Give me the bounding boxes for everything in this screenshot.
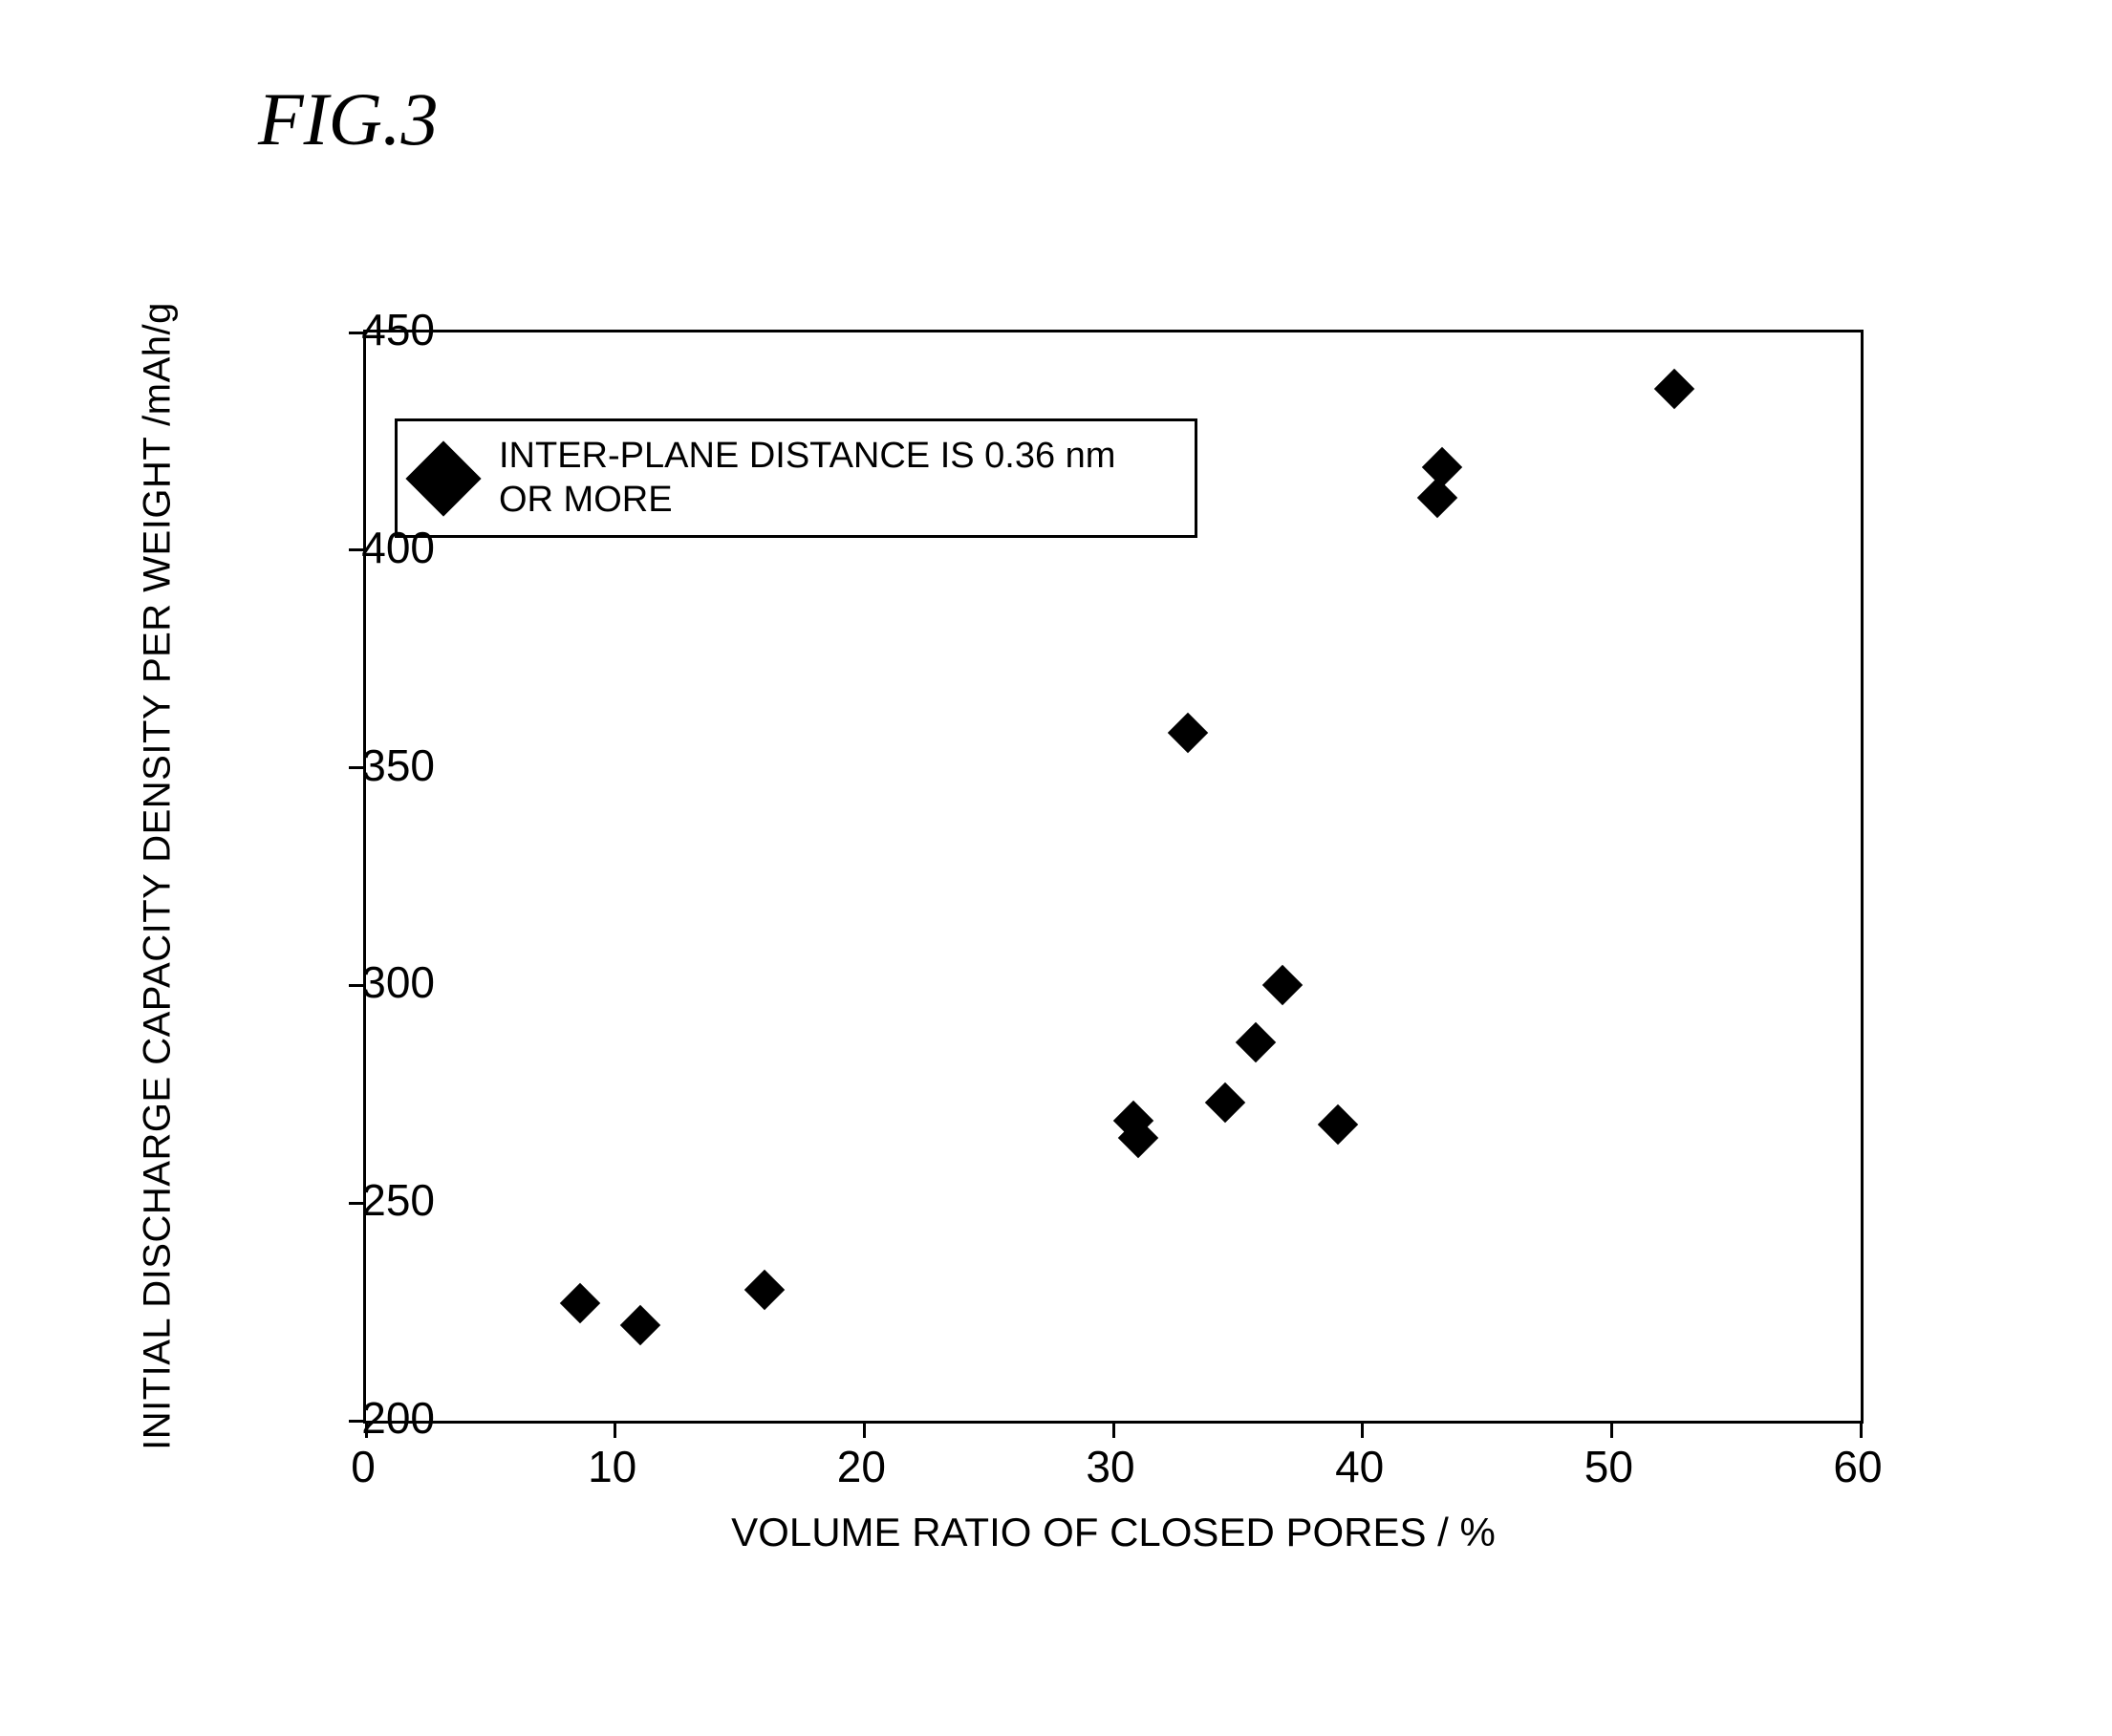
page: FIG.3 INITIAL DISCHARGE CAPACITY DENSITY…	[0, 0, 2112, 1736]
data-point	[744, 1270, 785, 1310]
scatter-chart: INITIAL DISCHARGE CAPACITY DENSITY PER W…	[158, 296, 1945, 1605]
x-tick-label: 60	[1820, 1441, 1896, 1492]
y-tick-label: 200	[320, 1392, 435, 1444]
x-tick-label: 40	[1322, 1441, 1398, 1492]
legend: INTER-PLANE DISTANCE IS 0.36 nm OR MORE	[395, 418, 1197, 538]
data-point	[1417, 478, 1457, 518]
y-tick-label: 450	[320, 304, 435, 355]
data-point	[560, 1283, 600, 1323]
x-tick	[1112, 1421, 1115, 1438]
data-point	[1653, 369, 1693, 409]
data-point	[1317, 1104, 1357, 1145]
y-tick-label: 350	[320, 739, 435, 791]
data-point	[1262, 965, 1303, 1005]
x-tick	[1610, 1421, 1613, 1438]
x-tick-label: 50	[1570, 1441, 1647, 1492]
x-tick-label: 10	[574, 1441, 651, 1492]
data-point	[1168, 713, 1208, 753]
y-axis-title: INITIAL DISCHARGE CAPACITY DENSITY PER W…	[137, 302, 180, 1450]
data-point	[1422, 447, 1462, 487]
x-tick-label: 0	[325, 1441, 401, 1492]
legend-line2: OR MORE	[499, 480, 673, 520]
y-tick-label: 250	[320, 1174, 435, 1226]
x-axis-title: VOLUME RATIO OF CLOSED PORES / %	[731, 1510, 1496, 1555]
diamond-icon	[405, 440, 481, 516]
x-tick	[1361, 1421, 1364, 1438]
data-point	[1235, 1021, 1275, 1061]
legend-text: INTER-PLANE DISTANCE IS 0.36 nm OR MORE	[499, 435, 1115, 522]
legend-line1: INTER-PLANE DISTANCE IS 0.36 nm	[499, 436, 1115, 476]
x-tick-label: 20	[823, 1441, 899, 1492]
x-tick	[1860, 1421, 1863, 1438]
data-point	[620, 1305, 660, 1345]
y-tick-label: 300	[320, 956, 435, 1008]
x-tick	[614, 1421, 616, 1438]
figure-label: FIG.3	[258, 76, 438, 162]
x-tick	[863, 1421, 866, 1438]
x-tick-label: 30	[1072, 1441, 1149, 1492]
y-tick-label: 400	[320, 522, 435, 573]
plot-area: INTER-PLANE DISTANCE IS 0.36 nm OR MORE	[363, 330, 1864, 1424]
data-point	[1205, 1082, 1245, 1123]
